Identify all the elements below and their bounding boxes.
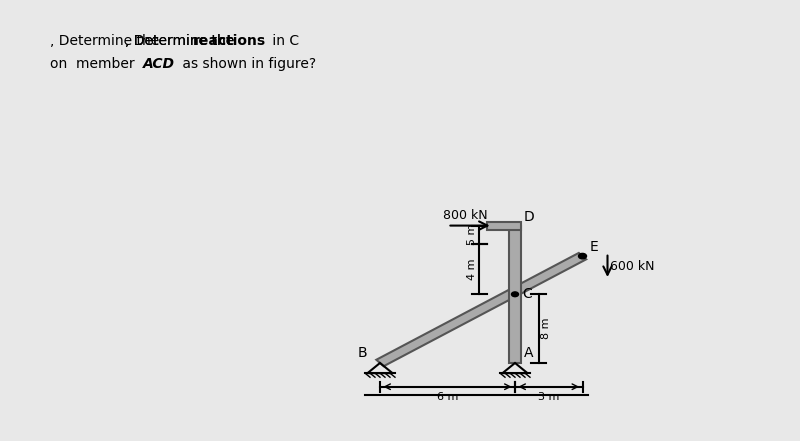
Text: 600 kN: 600 kN: [610, 260, 654, 273]
Text: 5 m: 5 m: [466, 224, 477, 246]
Polygon shape: [509, 226, 521, 363]
Text: reactions: reactions: [193, 34, 266, 48]
Polygon shape: [376, 253, 586, 366]
Text: as shown in figure?: as shown in figure?: [178, 57, 316, 71]
Text: 800 kN: 800 kN: [442, 209, 487, 221]
Text: , Determine the: , Determine the: [125, 34, 238, 48]
Text: B: B: [358, 346, 367, 359]
Circle shape: [578, 254, 586, 259]
Text: 8 m: 8 m: [541, 318, 551, 340]
Text: ACD: ACD: [142, 57, 174, 71]
Text: C: C: [522, 287, 532, 301]
Text: in C: in C: [267, 34, 298, 48]
Text: 4 m: 4 m: [466, 258, 477, 280]
Text: , Determine the: , Determine the: [50, 34, 164, 48]
Text: 6 m: 6 m: [437, 392, 458, 402]
Text: on  member: on member: [50, 57, 139, 71]
Polygon shape: [486, 221, 521, 230]
Text: D: D: [524, 210, 534, 224]
Text: A: A: [524, 346, 534, 359]
Text: E: E: [590, 240, 598, 254]
Text: , Determine the: , Determine the: [125, 34, 238, 48]
Circle shape: [511, 292, 518, 297]
Text: 3 m: 3 m: [538, 392, 559, 402]
